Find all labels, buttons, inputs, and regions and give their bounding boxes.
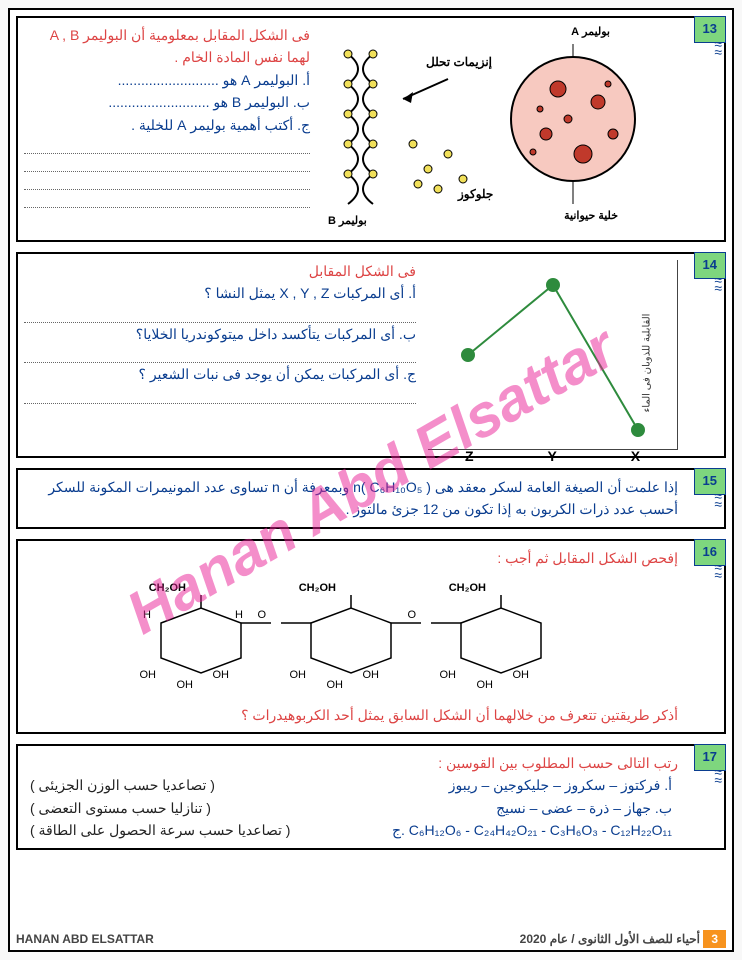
page-container: 13 ≈≈ bbox=[8, 8, 734, 952]
q13-figure: بوليمر A خلية حيوانية إنزيمات تحلل جلوكو… bbox=[318, 24, 678, 234]
svg-text:OH: OH bbox=[290, 669, 307, 681]
svg-text:OH: OH bbox=[327, 679, 344, 691]
q16-structure: CH₂OH OH OH OH H H O CH₂OH bbox=[24, 569, 678, 703]
svg-text:OH: OH bbox=[363, 669, 380, 681]
question-13: 13 ≈≈ bbox=[16, 16, 726, 242]
label-polyB: بوليمر B bbox=[328, 213, 367, 231]
footer-left: HANAN ABD ELSATTAR bbox=[16, 932, 154, 946]
label-glucose: جلوكوز bbox=[458, 185, 493, 204]
q-number: 16 bbox=[694, 539, 726, 566]
answer-line bbox=[24, 176, 310, 190]
answer-line bbox=[24, 349, 416, 363]
q13-c: ج. أكتب أهمية بوليمر A للخلية . bbox=[24, 114, 310, 136]
svg-text:H: H bbox=[143, 609, 151, 621]
svg-text:OH: OH bbox=[477, 679, 494, 691]
y-axis-label: القابلية للذوبان فى الماء bbox=[640, 313, 656, 412]
svg-text:O: O bbox=[257, 609, 266, 621]
svg-text:O: O bbox=[407, 609, 416, 621]
q14-b: ب. أى المركبات يتأكسد داخل ميتوكوندريا ا… bbox=[24, 323, 416, 345]
answer-line bbox=[24, 309, 416, 323]
question-16: 16 ≈≈ إفحص الشكل المقابل ثم أجب : CH₂OH … bbox=[16, 539, 726, 734]
q13-a: أ. البوليمر A هو .......................… bbox=[24, 69, 310, 91]
svg-text:OH: OH bbox=[513, 669, 530, 681]
q17-row-a: أ. فركتوز – سكروز – جليكوجين – ريبوز ( ت… bbox=[24, 774, 678, 796]
svg-text:OH: OH bbox=[440, 669, 457, 681]
q17-title: رتب التالى حسب المطلوب بين القوسين : bbox=[438, 755, 678, 771]
q-number: 13 bbox=[694, 16, 726, 43]
answer-line bbox=[24, 390, 416, 404]
question-17: 17 ≈≈ رتب التالى حسب المطلوب بين القوسين… bbox=[16, 744, 726, 850]
q16-title: إفحص الشكل المقابل ثم أجب : bbox=[497, 550, 678, 566]
svg-text:OH: OH bbox=[177, 679, 194, 691]
question-14: 14 ≈≈ القابلية للذوبان فى الماء X Y Z bbox=[16, 252, 726, 458]
q-number: 17 bbox=[694, 744, 726, 771]
q14-c: ج. أى المركبات يمكن أن يوجد فى نبات الشع… bbox=[24, 363, 416, 385]
label-enzymes: إنزيمات تحلل bbox=[426, 56, 492, 69]
svg-text:H: H bbox=[235, 609, 243, 621]
svg-text:OH: OH bbox=[140, 669, 157, 681]
svg-text:CH₂OH: CH₂OH bbox=[149, 582, 186, 594]
q15-text: إذا علمت أن الصيغة العامة لسكر معقد هى n… bbox=[24, 476, 716, 521]
answer-line bbox=[24, 140, 310, 154]
footer-right: أحياء للصف الأول الثانوى / عام 2020 bbox=[520, 932, 700, 946]
q-number: 15 bbox=[694, 468, 726, 495]
q13-title: فى الشكل المقابل بمعلومية أن البوليمر A … bbox=[50, 27, 310, 65]
svg-text:CH₂OH: CH₂OH bbox=[299, 582, 336, 594]
label-cell: خلية حيوانية bbox=[564, 208, 618, 226]
page-footer: 3 أحياء للصف الأول الثانوى / عام 2020 HA… bbox=[16, 932, 726, 946]
q14-a: أ. أى المركبات X , Y , Z يمثل النشا ؟ bbox=[24, 282, 416, 304]
question-15: 15 ≈≈ إذا علمت أن الصيغة العامة لسكر معق… bbox=[16, 468, 726, 529]
svg-text:CH₂OH: CH₂OH bbox=[449, 582, 486, 594]
label-polyA: بوليمر A bbox=[571, 24, 610, 42]
q17-row-c: ج. C₆H₁₂O₆ - C₂₄H₄₂O₂₁ - C₃H₆O₃ - C₁₂H₂₂… bbox=[24, 819, 678, 841]
answer-line bbox=[24, 194, 310, 208]
q13-b: ب. البوليمر B هو .......................… bbox=[24, 91, 310, 113]
q16-footer: أذكر طريقتين تتعرف من خلالهما أن الشكل ا… bbox=[24, 704, 678, 726]
page-number: 3 bbox=[703, 930, 726, 948]
svg-text:OH: OH bbox=[213, 669, 230, 681]
x-axis-labels: X Y Z bbox=[428, 445, 677, 467]
q14-chart: القابلية للذوبان فى الماء X Y Z bbox=[424, 260, 678, 450]
q-number: 14 bbox=[694, 252, 726, 279]
q14-title: فى الشكل المقابل bbox=[309, 263, 416, 279]
q17-row-b: ب. جهاز – ذرة – عضى – نسيج ( تنازليا حسب… bbox=[24, 797, 678, 819]
answer-line bbox=[24, 158, 310, 172]
